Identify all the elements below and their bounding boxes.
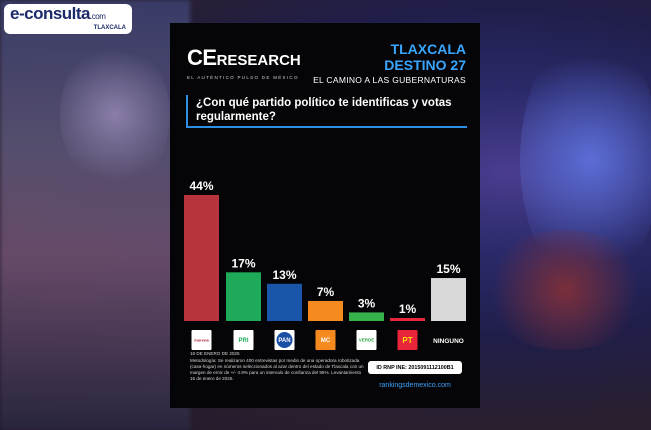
party-logo-morena: morena <box>191 330 212 350</box>
site-logo[interactable]: e-consulta.com TLAXCALA <box>4 4 132 34</box>
bar-pt <box>390 318 425 321</box>
value-label: 13% <box>272 268 296 282</box>
value-label: 7% <box>317 285 335 299</box>
value-label: 1% <box>399 302 417 316</box>
value-label: 17% <box>231 256 255 270</box>
bar-mc <box>308 300 343 321</box>
brand-logo: CERESEARCH <box>187 45 301 72</box>
question-text: ¿Con qué partido político te identificas… <box>186 95 467 128</box>
svg-text:PAN: PAN <box>278 338 290 344</box>
footer: 16 DE ENERO DE 2025 Metodología: Se real… <box>190 351 470 399</box>
party-logo-mc: MC <box>315 330 336 350</box>
brand-block: CERESEARCH EL AUTÉNTICO PULSO DE MÉXICO <box>187 45 301 81</box>
value-label: 3% <box>358 296 376 310</box>
brand-logo-research: RESEARCH <box>216 52 301 69</box>
brand-logo-ce: CE <box>187 45 217 70</box>
header-series: DESTINO 27 <box>384 57 466 73</box>
svg-text:MC: MC <box>321 338 331 344</box>
bar-pan <box>267 283 302 321</box>
category-label-ninguno: NINGUNO <box>433 338 464 345</box>
bar-pri <box>226 272 261 321</box>
bar-chart: 44% 17% 13% 7% 3% 1% 15% morena PRI PAN MC VERDE PT N… <box>184 179 466 350</box>
background-glow <box>480 230 650 350</box>
footer-methodology: Metodología: Se realizaron 400 entrevist… <box>190 358 364 381</box>
website-link[interactable]: rankingsdemexico.com <box>379 382 451 389</box>
poll-card: CERESEARCH EL AUTÉNTICO PULSO DE MÉXICO … <box>170 23 480 408</box>
header-state: TLAXCALA <box>390 41 466 57</box>
party-logo-verde: VERDE <box>356 330 377 350</box>
svg-text:PT: PT <box>402 336 412 345</box>
header-block: TLAXCALA DESTINO 27 EL CAMINO A LAS GUBE… <box>313 41 466 85</box>
bar-morena <box>184 195 219 321</box>
footer-date: 16 DE ENERO DE 2025 <box>190 351 240 356</box>
brand-tagline: EL AUTÉNTICO PULSO DE MÉXICO <box>187 75 299 80</box>
header-subtitle: EL CAMINO A LAS GUBERNATURAS <box>313 75 466 85</box>
bar-verde <box>349 312 384 321</box>
svg-text:morena: morena <box>194 337 209 342</box>
ine-id-badge: ID RNP INE: 2015091112100B1 <box>368 361 462 374</box>
background-glow <box>60 40 170 190</box>
site-region: TLAXCALA <box>93 25 126 31</box>
svg-text:VERDE: VERDE <box>359 338 375 343</box>
site-tld: .com <box>90 12 106 21</box>
bar-ninguno <box>431 278 466 321</box>
party-logo-pan: PAN <box>274 330 295 350</box>
site-name: e-consulta <box>10 4 91 23</box>
party-logo-pt: PT <box>397 330 418 350</box>
value-label: 44% <box>189 179 213 193</box>
value-label: 15% <box>436 262 460 276</box>
svg-text:PRI: PRI <box>238 338 248 344</box>
party-logo-pri: PRI <box>233 330 254 350</box>
